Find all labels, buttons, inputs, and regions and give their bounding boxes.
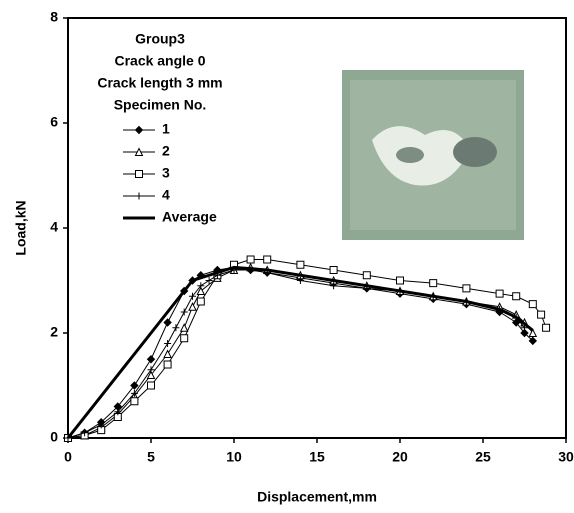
- data-point: [512, 292, 521, 301]
- x-tick-label: 15: [309, 449, 325, 465]
- data-point: [246, 255, 255, 264]
- data-point: [130, 397, 139, 406]
- x-tick-label: 10: [226, 449, 242, 465]
- data-point: [163, 349, 172, 358]
- data-point: [511, 318, 521, 327]
- data-point: [146, 370, 156, 379]
- data-point: [146, 355, 156, 364]
- series-line: [67, 269, 525, 439]
- legend-marker: [134, 147, 144, 156]
- data-point: [296, 277, 304, 284]
- data-point: [263, 255, 272, 264]
- photo-crack: [396, 147, 424, 163]
- legend-title: Specimen No.: [114, 97, 207, 113]
- x-tick-label: 5: [147, 449, 155, 465]
- data-point: [163, 318, 172, 327]
- annotation: Crack length 3 mm: [97, 75, 222, 91]
- data-point: [396, 276, 404, 285]
- data-point: [81, 429, 89, 437]
- legend-label: 3: [162, 165, 170, 181]
- y-tick-label: 8: [50, 9, 58, 25]
- data-point: [329, 266, 338, 274]
- x-tick-label: 25: [475, 449, 491, 465]
- data-point: [429, 279, 438, 288]
- data-point: [362, 271, 371, 280]
- data-point: [205, 277, 213, 284]
- data-point: [330, 282, 338, 290]
- legend-label: 4: [162, 187, 170, 203]
- data-point: [528, 328, 538, 337]
- y-tick-label: 0: [50, 429, 58, 445]
- data-point: [528, 300, 537, 309]
- annotation: Crack angle 0: [114, 53, 205, 69]
- x-tick-label: 30: [558, 449, 574, 465]
- data-point: [114, 408, 122, 416]
- data-point: [197, 282, 205, 290]
- data-point: [97, 421, 105, 429]
- chart-title: Group3: [135, 31, 185, 47]
- x-axis-label: Displacement,mm: [257, 489, 377, 505]
- legend-marker: [135, 192, 143, 200]
- data-point: [163, 360, 172, 369]
- legend-label: 2: [162, 143, 170, 159]
- y-axis-label: Load,kN: [13, 200, 29, 255]
- data-point: [130, 381, 139, 390]
- data-point: [130, 389, 138, 397]
- data-point: [164, 340, 172, 347]
- data-point: [180, 334, 189, 343]
- x-tick-label: 20: [392, 449, 408, 465]
- legend-marker: [134, 125, 144, 135]
- data-point: [147, 366, 155, 374]
- legend-label: Average: [162, 209, 217, 225]
- data-point: [542, 323, 551, 332]
- y-tick-label: 6: [50, 114, 58, 130]
- series-line: [67, 266, 534, 439]
- series-line: [66, 265, 534, 439]
- y-tick-label: 4: [50, 219, 58, 235]
- data-point: [196, 286, 206, 295]
- series-line: [67, 266, 534, 439]
- legend-label: 1: [162, 121, 170, 137]
- data-point: [196, 297, 205, 306]
- data-point: [179, 323, 189, 332]
- legend-marker: [135, 170, 143, 178]
- data-point: [537, 310, 546, 319]
- data-point: [147, 381, 155, 390]
- data-point: [462, 284, 471, 293]
- data-point: [189, 292, 196, 300]
- data-point: [188, 302, 197, 311]
- y-tick-label: 2: [50, 324, 58, 340]
- data-point: [520, 328, 529, 338]
- data-point: [528, 336, 538, 346]
- photo-object: [453, 137, 497, 167]
- data-point: [495, 289, 504, 298]
- x-tick-label: 0: [64, 449, 72, 465]
- data-point: [180, 308, 188, 316]
- data-point: [296, 260, 305, 269]
- photo-inset: [342, 70, 524, 240]
- data-point: [172, 324, 180, 332]
